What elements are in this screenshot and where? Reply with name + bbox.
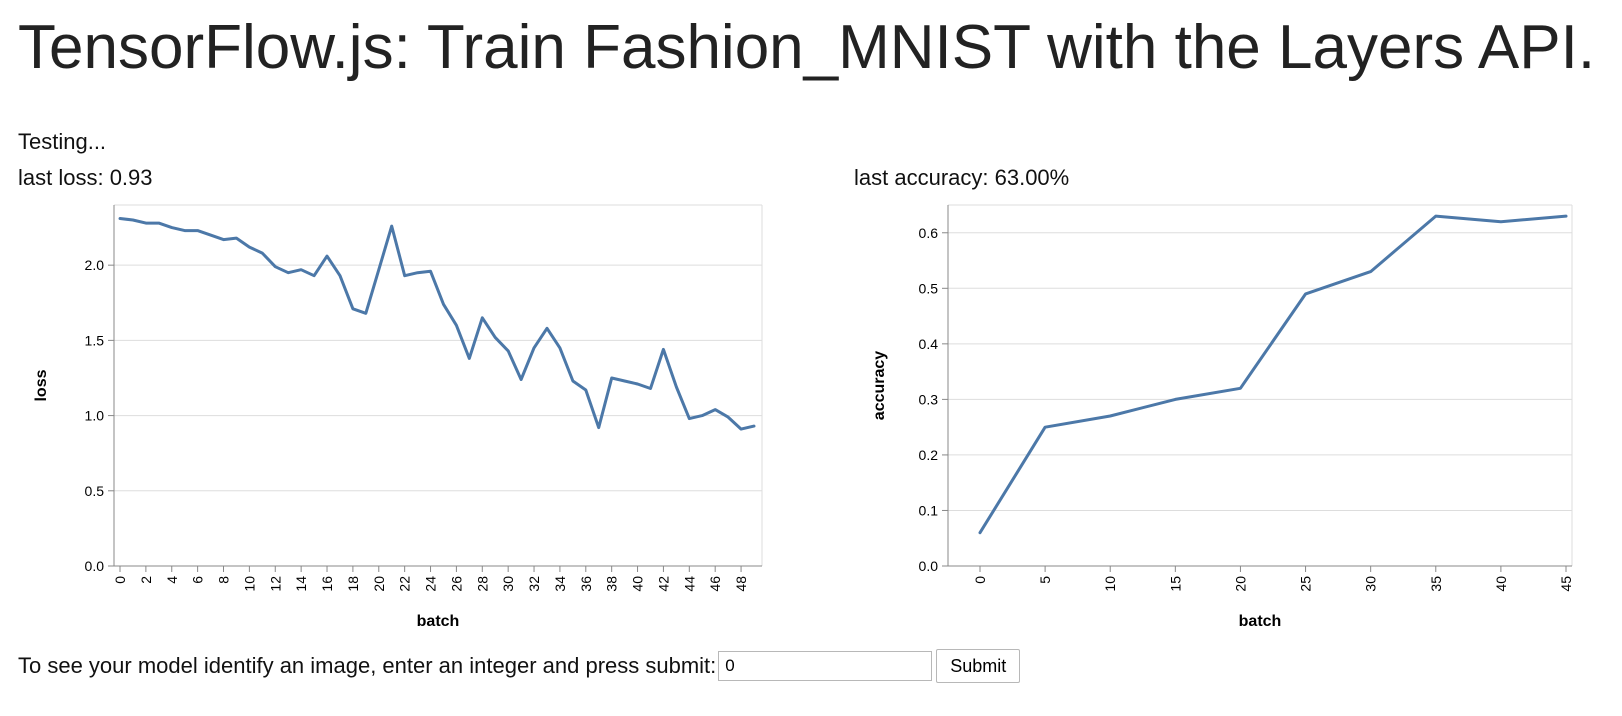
series-line [118, 217, 756, 431]
x-tick-label: 40 [630, 576, 646, 592]
data-point [1564, 214, 1568, 218]
x-tick-label: 22 [397, 576, 413, 592]
x-tick-label: 10 [1102, 576, 1118, 592]
data-point [1434, 214, 1438, 218]
y-axis-title: loss [33, 369, 50, 401]
data-point [1369, 270, 1373, 274]
x-tick-label: 32 [526, 576, 542, 592]
x-tick-label: 14 [293, 576, 309, 592]
series-line [978, 214, 1568, 535]
x-tick-label: 46 [707, 576, 723, 592]
last-accuracy-label: last accuracy: 63.00% [854, 165, 1070, 190]
x-tick-label: 12 [267, 576, 283, 592]
x-tick-label: 36 [578, 576, 594, 592]
last-loss-label: last loss: 0.93 [18, 165, 153, 190]
x-tick-label: 4 [164, 576, 180, 584]
y-tick-label: 1.5 [85, 332, 105, 348]
x-tick-label: 30 [1363, 576, 1379, 592]
x-tick-label: 15 [1167, 576, 1183, 592]
y-tick-label: 0.3 [919, 391, 939, 407]
y-tick-label: 0.5 [919, 280, 939, 296]
x-tick-label: 44 [681, 576, 697, 592]
y-tick-label: 2.0 [85, 257, 105, 273]
y-tick-label: 0.2 [919, 447, 939, 463]
integer-input[interactable] [718, 651, 933, 681]
data-point [978, 531, 982, 535]
x-tick-label: 0 [972, 576, 988, 584]
x-tick-label: 24 [423, 576, 439, 592]
data-point [1304, 292, 1308, 296]
y-tick-label: 0.0 [919, 558, 939, 574]
x-tick-label: 18 [345, 576, 361, 592]
x-tick-label: 8 [216, 576, 232, 584]
data-point [1499, 220, 1503, 224]
status-text: Testing... [18, 129, 107, 154]
x-tick-label: 48 [733, 576, 749, 592]
x-tick-label: 20 [371, 576, 387, 592]
data-point [1173, 397, 1177, 401]
x-tick-label: 42 [655, 576, 671, 592]
y-tick-label: 0.1 [919, 502, 939, 518]
x-tick-label: 16 [319, 576, 335, 592]
x-tick-label: 35 [1428, 576, 1444, 592]
x-axis-title: batch [417, 613, 460, 630]
y-tick-label: 0.5 [85, 483, 105, 499]
predict-form: To see your model identify an image, ent… [18, 648, 1021, 684]
y-tick-label: 0.6 [919, 225, 939, 241]
x-tick-label: 5 [1037, 576, 1053, 584]
x-axis-title: batch [1239, 613, 1282, 630]
x-tick-label: 2 [138, 576, 154, 584]
data-point [1108, 414, 1112, 418]
y-tick-label: 0.4 [919, 336, 939, 352]
x-tick-label: 45 [1558, 576, 1574, 592]
x-tick-label: 26 [448, 576, 464, 592]
x-tick-label: 40 [1493, 576, 1509, 592]
data-point [1043, 425, 1047, 429]
y-tick-label: 0.0 [85, 558, 105, 574]
x-tick-label: 0 [112, 576, 128, 584]
x-tick-label: 20 [1232, 576, 1248, 592]
x-tick-label: 25 [1298, 576, 1314, 592]
x-tick-label: 28 [474, 576, 490, 592]
predict-prompt: To see your model identify an image, ent… [18, 653, 717, 678]
x-tick-label: 34 [552, 576, 568, 592]
x-tick-label: 38 [604, 576, 620, 592]
y-axis-title: accuracy [871, 351, 888, 420]
data-point [1238, 386, 1242, 390]
submit-button[interactable]: Submit [936, 649, 1021, 683]
x-tick-label: 30 [500, 576, 516, 592]
y-tick-label: 1.0 [85, 408, 105, 424]
x-tick-label: 10 [241, 576, 257, 592]
page-title: TensorFlow.js: Train Fashion_MNIST with … [18, 13, 1596, 82]
x-tick-label: 6 [190, 576, 206, 584]
